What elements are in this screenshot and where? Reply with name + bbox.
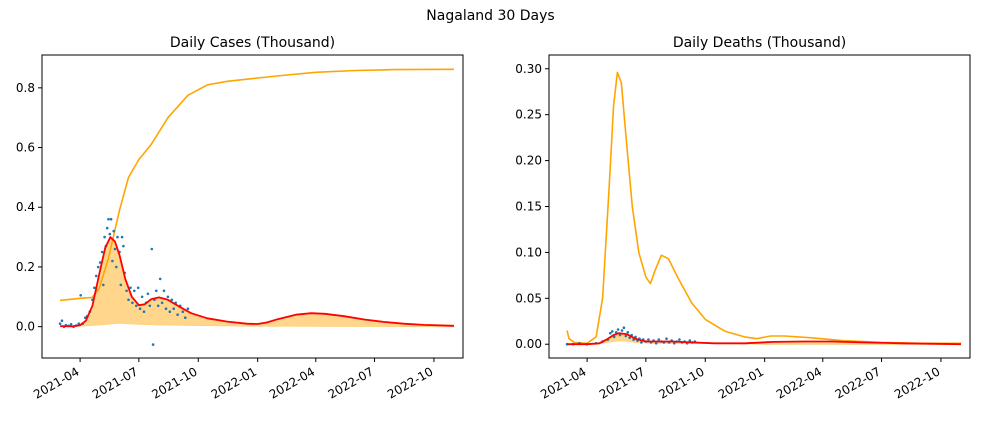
observed-point [181, 310, 185, 314]
y-tick-label: 0.2 [16, 260, 35, 274]
observed-point [127, 298, 130, 302]
observed-point [140, 295, 144, 299]
observed-point [108, 232, 112, 236]
observed-point [129, 286, 132, 290]
observed-point [131, 301, 134, 305]
observed-point [164, 307, 168, 311]
forecast-lower-line [60, 322, 455, 328]
observed-point [168, 310, 172, 314]
observed-point [170, 298, 174, 302]
x-tick-label: 2021-10 [149, 364, 199, 401]
x-tick-label: 2022-04 [267, 364, 317, 401]
observed-point [109, 217, 113, 221]
observed-point [116, 235, 119, 239]
y-tick-label: 0.8 [16, 81, 35, 95]
observed-point [158, 277, 162, 281]
observed-point [133, 289, 136, 293]
observed-point [156, 304, 160, 308]
observed-point [93, 286, 96, 290]
y-tick-label: 0.0 [16, 320, 35, 334]
observed-point [136, 286, 140, 290]
observed-point [112, 229, 115, 233]
observed-point [151, 343, 155, 346]
observed-point [96, 265, 100, 269]
observed-point [148, 304, 152, 308]
observed-point [184, 316, 187, 320]
observed-point [120, 235, 124, 239]
observed-point [135, 304, 138, 308]
observed-point [115, 265, 118, 269]
observed-point [103, 235, 106, 239]
observed-point [125, 289, 128, 293]
observed-point [105, 226, 109, 230]
observed-point [142, 310, 146, 314]
x-tick-label: 2022-01 [209, 364, 259, 401]
observed-point [150, 247, 154, 251]
observed-point [100, 250, 104, 254]
observed-point [107, 217, 110, 221]
observed-point [166, 295, 170, 299]
observed-point [160, 301, 164, 305]
observed-point [162, 289, 166, 293]
observed-point [138, 307, 142, 311]
chart-title: Daily Cases (Thousand) [170, 35, 335, 51]
x-tick-label: 2021-04 [31, 364, 81, 401]
figure-suptitle: Nagaland 30 Days [426, 8, 555, 24]
observed-point [79, 294, 82, 297]
x-tick-label: 2022-10 [385, 364, 435, 401]
observed-point [122, 244, 125, 248]
observed-point [146, 292, 150, 296]
y-tick-label: 0.4 [16, 200, 35, 214]
axes-frame [41, 54, 464, 359]
y-tick-label: 0.6 [16, 141, 35, 155]
confidence-band [60, 237, 454, 327]
observed-point [69, 323, 73, 326]
forecast-upper-line [60, 68, 455, 302]
observed-point [94, 274, 98, 278]
fitted-line [60, 236, 455, 328]
x-tick-label: 2022-07 [326, 364, 376, 401]
plot-area [58, 68, 455, 346]
observed-point [98, 261, 102, 264]
observed-point [155, 289, 158, 293]
observed-point [102, 283, 105, 287]
observed-point [77, 322, 81, 326]
observed-point [186, 307, 190, 311]
observed-point [58, 322, 62, 326]
observed-point [176, 313, 179, 317]
x-tick-label: 2021-07 [90, 364, 140, 401]
observed-point [113, 247, 117, 251]
observed-point [60, 319, 64, 323]
observed-point [119, 283, 123, 287]
observed-point [172, 307, 175, 311]
observed-point [111, 259, 114, 263]
